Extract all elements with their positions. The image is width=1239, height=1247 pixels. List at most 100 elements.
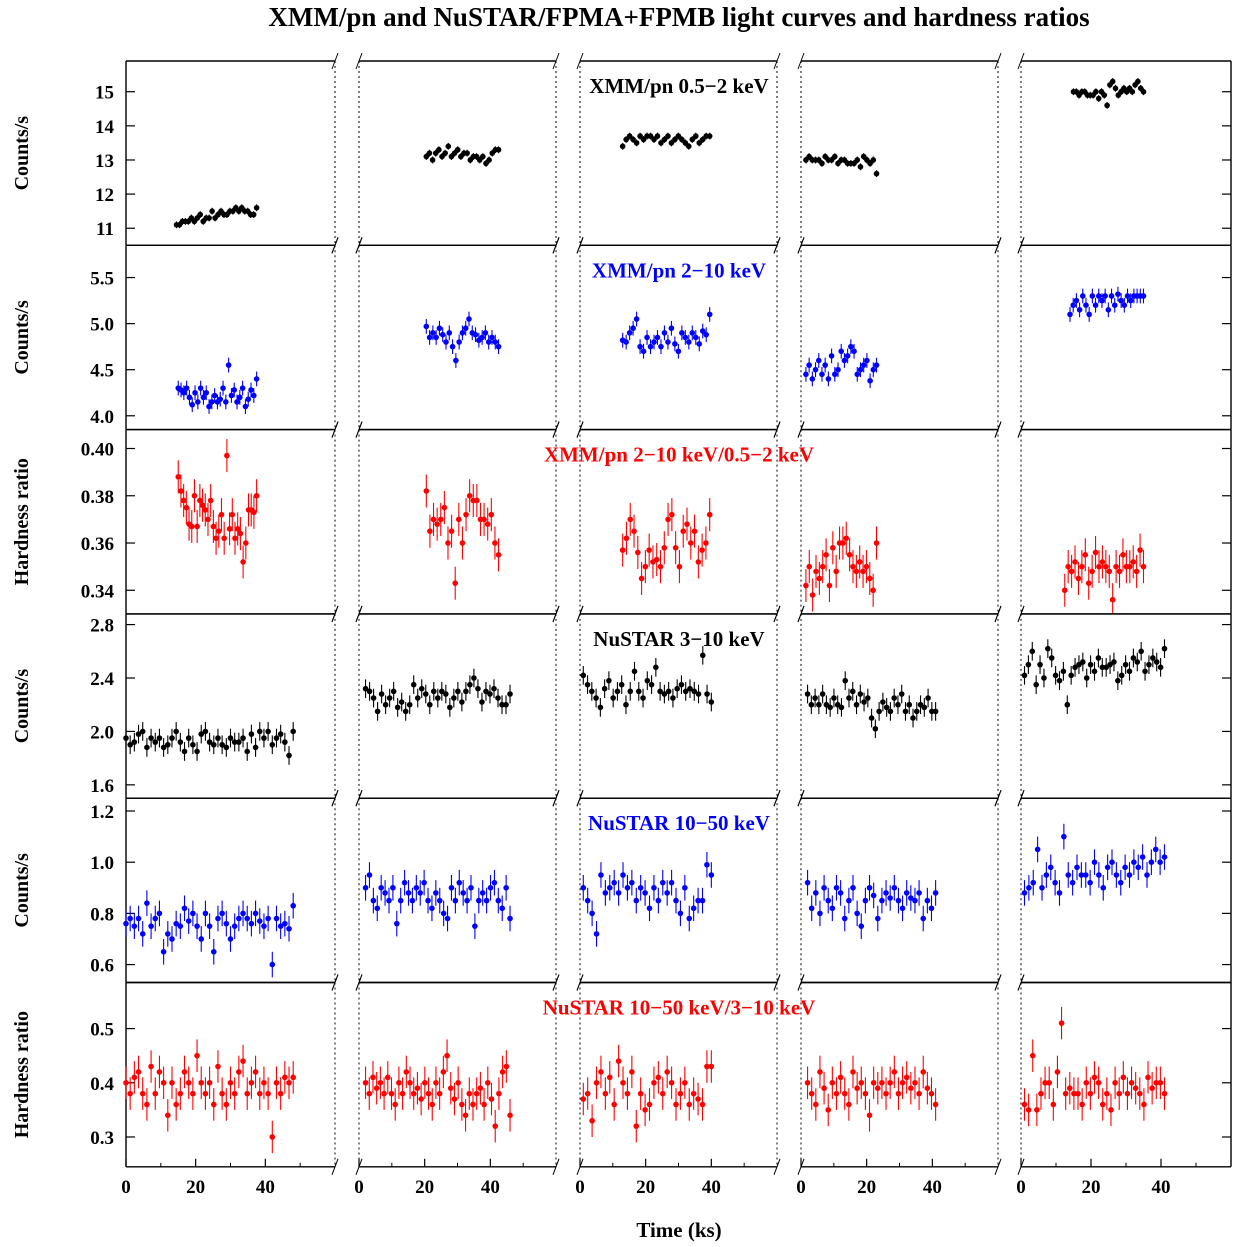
data-point [406,701,413,708]
data-point [664,1069,670,1075]
data-point [850,884,856,891]
data-point [211,392,218,399]
data-point [686,915,693,922]
data-point [250,211,257,218]
data-point [392,1101,399,1108]
break-mark [797,790,805,807]
data-point [825,897,832,904]
data-point [256,728,263,735]
data-point [883,704,890,711]
data-point [437,516,444,523]
data-point [223,920,230,927]
data-point [866,884,873,891]
data-point [1130,559,1137,565]
data-point [833,1090,840,1097]
data-point [1139,854,1146,860]
data-point [463,688,469,695]
data-point [623,535,630,542]
break-mark [355,421,363,438]
data-point [261,1079,267,1086]
break-mark [576,52,584,70]
data-point [152,1090,159,1097]
data-point [823,552,829,558]
data-point [804,879,811,886]
data-point [198,731,205,737]
data-point [673,897,679,904]
y-tick-label: 0.3 [90,1128,114,1149]
data-point [1161,645,1168,652]
data-point [1117,879,1124,886]
data-point [215,735,221,741]
data-point [282,739,288,745]
data-point [418,685,425,692]
data-point [623,701,629,708]
data-point [620,1079,626,1086]
data-point [631,528,637,535]
data-point [647,343,654,350]
data-point [623,339,629,345]
data-point [1116,1090,1123,1097]
data-point [181,389,187,396]
data-point [1124,293,1131,299]
data-point [256,918,263,924]
data-point [366,872,373,878]
data-point [477,1085,484,1092]
data-point [441,504,448,511]
data-point [139,1090,146,1097]
data-point [491,879,498,886]
data-point [637,133,643,139]
data-point [661,330,668,336]
break-mark [576,237,584,254]
data-point [808,1090,815,1097]
data-point [854,1085,860,1092]
data-point [496,1090,502,1097]
break-mark [552,52,560,70]
data-point [925,695,931,701]
data-point [362,685,369,692]
data-point [210,523,217,530]
data-point [1157,859,1163,865]
data-point [699,1101,706,1108]
data-point [449,343,456,350]
data-point [640,348,647,355]
data-point [910,715,916,721]
data-point [703,540,709,546]
data-point [819,160,825,167]
data-point [857,164,864,170]
data-point [273,1079,280,1086]
data-point [487,691,493,697]
data-point [240,735,246,741]
data-point [472,923,478,929]
data-point [370,1074,376,1081]
data-point [676,563,683,570]
data-point [135,731,142,737]
data-point [647,133,654,139]
data-point [1052,879,1058,886]
data-point [1048,655,1055,661]
data-point [1153,659,1160,665]
break-mark [994,237,1002,254]
data-point [1127,297,1134,304]
data-point [837,890,844,896]
data-point [362,884,369,891]
y-tick-label: 0.36 [81,534,114,555]
data-point [691,688,698,695]
data-point [1079,563,1085,570]
data-point [699,897,706,904]
data-point [1131,859,1137,865]
data-point [219,741,225,748]
data-point [1096,872,1102,878]
data-point [1099,297,1105,304]
data-point [659,1090,666,1097]
data-point [654,334,661,341]
data-point [1064,701,1071,708]
break-mark [773,52,781,70]
data-point [1067,311,1073,318]
data-point [644,677,651,684]
x-axis-label: Time (ks) [636,1218,721,1242]
data-point [1068,672,1074,679]
panel-row: 0.6 0.8 1.0 1.2 Counts/s NuSTAR 10−50 keV [11,790,1232,991]
data-point [127,1090,133,1097]
data-point [813,890,819,896]
data-point [194,523,200,530]
